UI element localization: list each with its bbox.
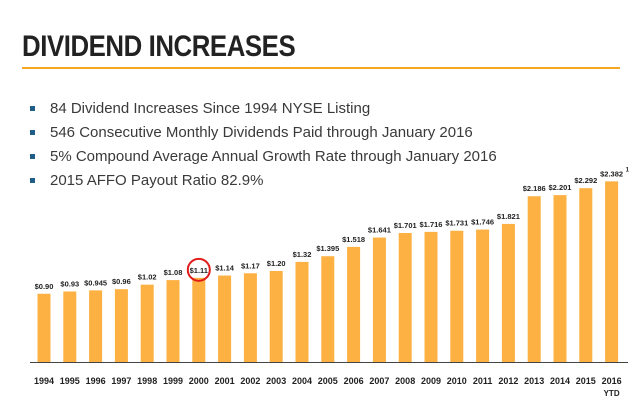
bar-2014 bbox=[553, 195, 567, 362]
footnote-marker: 1 bbox=[626, 167, 630, 173]
bar-1999 bbox=[166, 280, 180, 362]
value-label-2000: $1.11 bbox=[190, 266, 208, 275]
category-label-2016: 2016 bbox=[602, 376, 622, 386]
bullet-list: 84 Dividend Increases Since 1994 NYSE Li… bbox=[28, 97, 497, 193]
value-label-2004: $1.32 bbox=[293, 250, 312, 259]
category-label-2001: 2001 bbox=[215, 376, 235, 386]
category-label-2011: 2011 bbox=[473, 376, 493, 386]
page-title: DIVIDEND INCREASES bbox=[22, 30, 296, 63]
category-label-2005: 2005 bbox=[318, 376, 338, 386]
bar-2007 bbox=[372, 237, 386, 362]
bullet-text: 5% Compound Average Annual Growth Rate t… bbox=[50, 148, 497, 165]
bar-2002 bbox=[243, 273, 257, 362]
bar-2010 bbox=[450, 230, 464, 362]
category-label-2015: 2015 bbox=[576, 376, 596, 386]
category-label-2009: 2009 bbox=[421, 376, 441, 386]
value-label-2008: $1.701 bbox=[394, 221, 417, 230]
value-label-2010: $1.731 bbox=[445, 219, 468, 228]
category-label-2004: 2004 bbox=[292, 376, 312, 386]
bar-2006 bbox=[347, 246, 361, 362]
category-label-2003: 2003 bbox=[266, 376, 286, 386]
category-label-1994: 1994 bbox=[34, 376, 54, 386]
bullet-square-icon bbox=[30, 106, 35, 111]
bar-2013 bbox=[527, 196, 541, 362]
bar-2011 bbox=[476, 229, 490, 362]
category-label-2002: 2002 bbox=[240, 376, 260, 386]
bar-2001 bbox=[218, 275, 232, 362]
bullet-square-icon bbox=[30, 130, 35, 135]
bar-1998 bbox=[140, 284, 154, 362]
bullet-square-icon bbox=[30, 154, 35, 159]
value-label-2011: $1.746 bbox=[471, 218, 494, 227]
category-label-2008: 2008 bbox=[395, 376, 415, 386]
bullet-item: 2015 AFFO Payout Ratio 82.9% bbox=[28, 169, 497, 193]
value-label-2013: $2.186 bbox=[523, 184, 546, 193]
bullet-square-icon bbox=[30, 178, 35, 183]
value-label-1996: $0.945 bbox=[84, 278, 107, 287]
value-label-1999: $1.08 bbox=[164, 268, 183, 277]
value-label-2014: $2.201 bbox=[549, 183, 572, 192]
value-label-2001: $1.14 bbox=[215, 264, 235, 273]
bullet-item: 546 Consecutive Monthly Dividends Paid t… bbox=[28, 121, 497, 145]
bar-2008 bbox=[398, 233, 412, 362]
value-label-2012: $1.821 bbox=[497, 212, 520, 221]
bullet-item: 84 Dividend Increases Since 1994 NYSE Li… bbox=[28, 97, 497, 121]
category-label-2012: 2012 bbox=[498, 376, 518, 386]
category-label-2007: 2007 bbox=[369, 376, 389, 386]
bar-2015 bbox=[579, 188, 593, 362]
category-label-1998: 1998 bbox=[137, 376, 157, 386]
category-label-2014: 2014 bbox=[550, 376, 570, 386]
value-label-2006: $1.518 bbox=[342, 235, 365, 244]
value-label-2003: $1.20 bbox=[267, 259, 286, 268]
bar-2005 bbox=[321, 256, 335, 362]
value-label-1997: $0.96 bbox=[112, 277, 131, 286]
bullet-text: 84 Dividend Increases Since 1994 NYSE Li… bbox=[50, 100, 371, 117]
category-label-2006: 2006 bbox=[344, 376, 364, 386]
bar-2016 bbox=[605, 181, 619, 362]
category-label-1999: 1999 bbox=[163, 376, 183, 386]
bar-2003 bbox=[269, 271, 283, 362]
bullet-item: 5% Compound Average Annual Growth Rate t… bbox=[28, 145, 497, 169]
bar-2000 bbox=[192, 277, 206, 362]
value-label-2009: $1.716 bbox=[420, 220, 443, 229]
bar-1997 bbox=[114, 289, 128, 362]
bar-1994 bbox=[37, 293, 51, 362]
category-label-2010: 2010 bbox=[447, 376, 467, 386]
bullet-text: 546 Consecutive Monthly Dividends Paid t… bbox=[50, 124, 473, 141]
value-label-2016: $2.382 bbox=[600, 169, 623, 178]
bar-2004 bbox=[295, 261, 309, 362]
value-label-2002: $1.17 bbox=[241, 261, 260, 270]
bullet-text: 2015 AFFO Payout Ratio 82.9% bbox=[50, 172, 264, 189]
category-label-2000: 2000 bbox=[189, 376, 209, 386]
category-label-1996: 1996 bbox=[86, 376, 106, 386]
highlight-circle bbox=[186, 257, 211, 282]
title-underline bbox=[22, 67, 620, 69]
category-sublabel-2016: YTD bbox=[604, 389, 620, 398]
bar-2012 bbox=[501, 223, 515, 362]
value-label-2005: $1.395 bbox=[316, 244, 339, 253]
category-label-1995: 1995 bbox=[60, 376, 80, 386]
value-label-1994: $0.90 bbox=[35, 282, 54, 291]
category-label-2013: 2013 bbox=[524, 376, 544, 386]
value-label-2007: $1.641 bbox=[368, 226, 391, 235]
value-label-1998: $1.02 bbox=[138, 273, 157, 282]
bar-1995 bbox=[63, 291, 77, 362]
value-label-2015: $2.292 bbox=[574, 176, 597, 185]
value-label-1995: $0.93 bbox=[60, 279, 79, 288]
bar-2009 bbox=[424, 231, 438, 362]
bar-1996 bbox=[89, 290, 103, 362]
category-label-1997: 1997 bbox=[111, 376, 131, 386]
